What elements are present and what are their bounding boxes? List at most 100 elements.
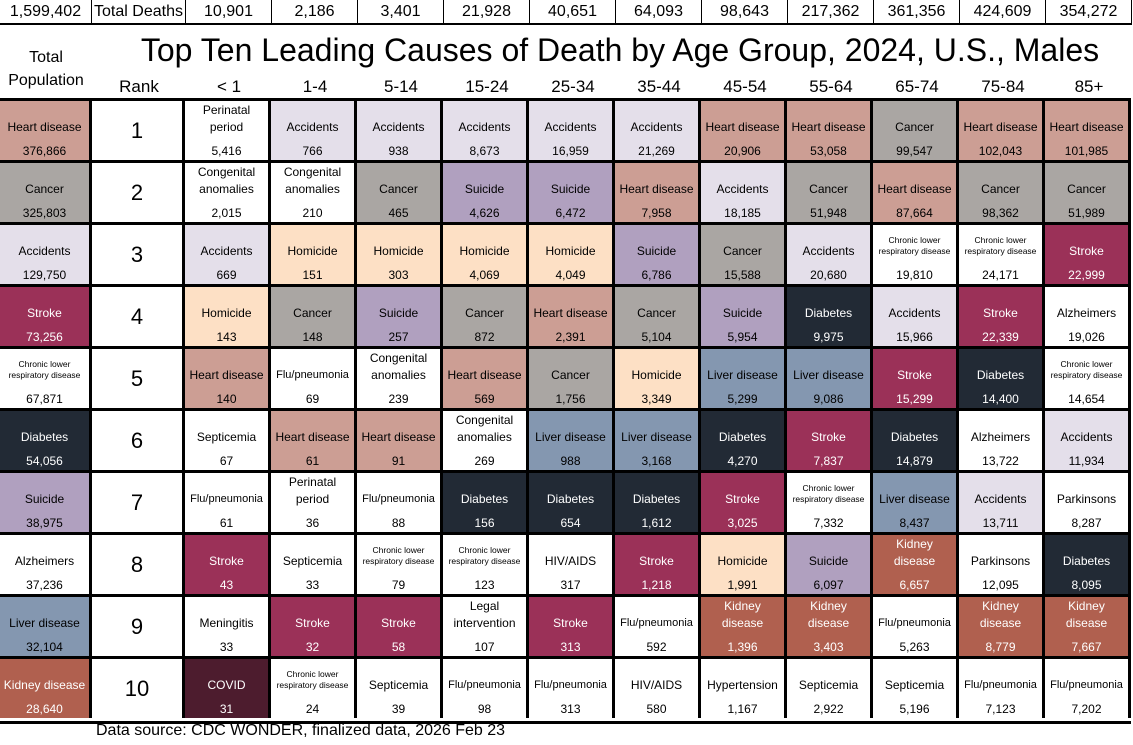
cause-cell: Diabetes 9,975 <box>787 287 873 346</box>
death-count: 313 <box>560 702 581 716</box>
cause-name: Kidney disease <box>1065 599 1108 630</box>
cause-cell: Meningitis 33 <box>185 597 271 656</box>
cause-name: Accidents <box>1060 430 1113 444</box>
cause-name: Alzheimers <box>1056 306 1117 320</box>
death-count: 13,722 <box>982 454 1019 468</box>
cause-cell: Cancer 98,362 <box>959 163 1045 222</box>
rank-number: 4 <box>92 287 185 346</box>
cause-cell: Flu/pneumonia 98 <box>443 659 529 718</box>
cause-cell: Chronic lower respiratory disease 24 <box>271 659 357 718</box>
death-count: 3,168 <box>641 454 672 468</box>
death-count: 123 <box>474 578 495 592</box>
cause-name: Heart disease <box>7 120 82 134</box>
cause-cell: Congenital anomalies 269 <box>443 411 529 470</box>
cause-cell: Accidents 16,959 <box>529 101 615 160</box>
cause-name: Heart disease <box>619 182 694 196</box>
death-count: 102,043 <box>978 144 1023 158</box>
death-count: 14,400 <box>982 392 1019 406</box>
cause-cell: Stroke 32 <box>271 597 357 656</box>
cause-name: Stroke <box>811 430 846 444</box>
cause-name: Cancer <box>809 182 848 196</box>
cause-cell: Alzheimers 13,722 <box>959 411 1045 470</box>
cause-name: Liver disease <box>707 368 778 382</box>
table-row: Liver disease 32,104 9 Meningitis 33 Stroke 32… <box>0 597 1131 659</box>
death-count: 465 <box>388 206 409 220</box>
cause-cell: Stroke 43 <box>185 535 271 594</box>
cause-name: Septicemia <box>282 554 343 568</box>
total-population-header: Total Population <box>8 49 84 89</box>
age-deaths-total: 21,928 <box>444 0 530 25</box>
cause-cell: Heart disease 20,906 <box>701 101 787 160</box>
cause-name: Stroke <box>725 492 760 506</box>
cause-name: Alzheimers <box>970 430 1031 444</box>
age-deaths-total: 361,356 <box>874 0 960 25</box>
cause-name: Diabetes <box>890 430 939 444</box>
age-group-header: 35-44 <box>637 77 681 96</box>
cause-name: Suicide <box>722 306 763 320</box>
cause-name: Chronic lower respiratory disease <box>8 359 81 380</box>
cause-cell: Chronic lower respiratory disease 14,654 <box>1045 349 1131 408</box>
cause-cell: Septicemia 39 <box>357 659 443 718</box>
death-count: 872 <box>474 330 495 344</box>
cause-name: Chronic lower respiratory disease <box>792 483 865 504</box>
cause-cell: Stroke 15,299 <box>873 349 959 408</box>
cause-name: Cancer <box>551 368 590 382</box>
death-count: 210 <box>302 206 323 220</box>
cause-cell: Heart disease 101,985 <box>1045 101 1131 160</box>
table-row: Kidney disease 28,640 10 COVID 31 Chronic low… <box>0 659 1131 721</box>
cause-name: Cancer <box>379 182 418 196</box>
cause-cell: Cancer 465 <box>357 163 443 222</box>
cause-name: Congenital anomalies <box>283 165 342 196</box>
cause-cell: Liver disease 988 <box>529 411 615 470</box>
death-count: 3,025 <box>727 516 758 530</box>
death-count: 317 <box>560 578 581 592</box>
cause-cell: Cancer 5,104 <box>615 287 701 346</box>
cause-name: Accidents <box>372 120 425 134</box>
total-deaths-row: 1,599,402 Total Deaths 10,901 2,186 3,401 2… <box>0 0 1132 26</box>
death-count: 988 <box>560 454 581 468</box>
death-count: 98 <box>477 702 492 716</box>
cause-cell: Chronic lower respiratory disease 7,332 <box>787 473 873 532</box>
age-deaths-total: 217,362 <box>788 0 874 25</box>
cause-name: Flu/pneumonia <box>448 679 521 691</box>
death-count: 5,196 <box>899 702 930 716</box>
death-count: 33 <box>305 578 320 592</box>
cause-name: Meningitis <box>199 616 254 630</box>
cause-cell: Diabetes 54,056 <box>0 411 92 470</box>
death-count: 19,810 <box>896 268 933 282</box>
cause-cell: Suicide 38,975 <box>0 473 92 532</box>
total-population-value: 1,599,402 <box>0 0 92 25</box>
cause-name: Accidents <box>458 120 511 134</box>
death-count: 51,948 <box>810 206 847 220</box>
cause-cell: Kidney disease 7,667 <box>1045 597 1131 656</box>
cause-cell: Parkinsons 12,095 <box>959 535 1045 594</box>
table-row: Heart disease 376,866 1 Perinatal period 5,4… <box>0 101 1131 163</box>
cause-cell: Congenital anomalies 239 <box>357 349 443 408</box>
age-deaths-total: 2,186 <box>272 0 358 25</box>
cause-name: Accidents <box>18 244 71 258</box>
cause-name: Flu/pneumonia <box>190 493 263 505</box>
rank-header: Rank <box>119 77 159 96</box>
cause-cell: Flu/pneumonia 592 <box>615 597 701 656</box>
cause-cell: Heart disease 91 <box>357 411 443 470</box>
cause-cell: Accidents 766 <box>271 101 357 160</box>
cause-name: Kidney disease <box>979 599 1022 630</box>
cause-name: Stroke <box>983 306 1018 320</box>
cause-cell: Accidents 15,966 <box>873 287 959 346</box>
death-count: 2,922 <box>813 702 844 716</box>
cause-name: Cancer <box>1067 182 1106 196</box>
cause-name: Septicemia <box>798 678 859 692</box>
death-count: 5,104 <box>641 330 672 344</box>
cause-cell: Diabetes 4,270 <box>701 411 787 470</box>
rank-number: 8 <box>92 535 185 594</box>
cause-name: Heart disease <box>447 368 522 382</box>
cause-cell: Homicide 4,049 <box>529 225 615 284</box>
cause-cell: Cancer 148 <box>271 287 357 346</box>
cause-cell: Accidents 11,934 <box>1045 411 1131 470</box>
cause-cell: Diabetes 156 <box>443 473 529 532</box>
cause-name: Suicide <box>636 244 677 258</box>
death-count: 31 <box>219 702 234 716</box>
cause-cell: Heart disease 87,664 <box>873 163 959 222</box>
death-count: 20,906 <box>724 144 761 158</box>
death-count: 15,299 <box>896 392 933 406</box>
